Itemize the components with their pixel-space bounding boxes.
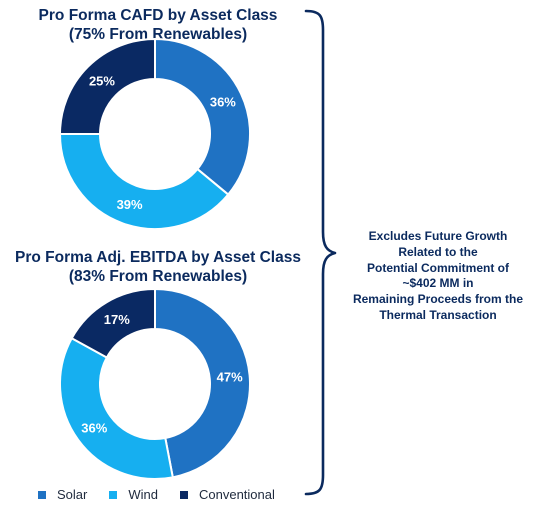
chart-2-data-label-wind: 36% xyxy=(81,421,107,436)
note-line: ~$402 MM in xyxy=(402,276,474,291)
legend-item-conventional: Conventional xyxy=(179,487,275,502)
legend-label: Wind xyxy=(128,487,158,502)
chart-2-title: Pro Forma Adj. EBITDA by Asset Class (83… xyxy=(0,248,316,286)
chart-2-data-label-solar: 47% xyxy=(217,369,243,384)
chart-2-title-text: Pro Forma Adj. EBITDA by Asset Class xyxy=(15,249,301,266)
note-line: Related to the xyxy=(398,244,478,259)
chart-2-slice-solar xyxy=(154,287,251,479)
note-text-block: Excludes Future Growth Related to the Po… xyxy=(340,229,536,324)
chart-2-slice-wind xyxy=(59,336,174,480)
legend: Solar Wind Conventional xyxy=(38,487,297,502)
legend-item-wind: Wind xyxy=(109,487,158,502)
chart-1-slice-conventional xyxy=(58,37,156,135)
note-line: Potential Commitment of xyxy=(366,260,509,275)
legend-item-solar: Solar xyxy=(38,487,87,502)
chart-1-data-label-solar: 36% xyxy=(210,95,236,110)
note-line: Excludes Future Growth xyxy=(368,229,508,243)
chart-1-slice-wind xyxy=(58,133,230,230)
chart-2-data-label-conventional: 17% xyxy=(104,312,130,327)
legend-label: Conventional xyxy=(198,487,275,502)
chart-1-title-text: Pro Forma CAFD by Asset Class xyxy=(38,7,278,24)
chart-1-title: Pro Forma CAFD by Asset Class (75% From … xyxy=(0,6,316,44)
chart-1-slice-solar xyxy=(154,37,251,196)
note-line: Thermal Transaction xyxy=(379,307,497,322)
note-line: Remaining Proceeds from the xyxy=(352,292,524,307)
chart-1-data-label-wind: 39% xyxy=(117,197,143,212)
legend-swatch-wind xyxy=(109,490,118,499)
legend-swatch-conventional xyxy=(179,490,188,499)
chart-2-slice-conventional xyxy=(70,287,156,359)
legend-label: Solar xyxy=(57,487,88,502)
legend-swatch-solar xyxy=(38,490,46,499)
chart-1-subtitle: (75% From Renewables) xyxy=(68,26,248,43)
chart-2-subtitle: (83% From Renewables) xyxy=(68,268,248,285)
chart-1-data-label-conventional: 25% xyxy=(89,73,115,88)
